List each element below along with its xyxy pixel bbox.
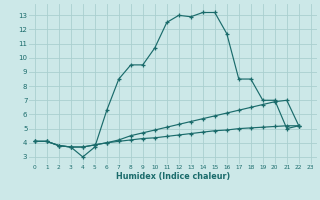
X-axis label: Humidex (Indice chaleur): Humidex (Indice chaleur): [116, 172, 230, 181]
